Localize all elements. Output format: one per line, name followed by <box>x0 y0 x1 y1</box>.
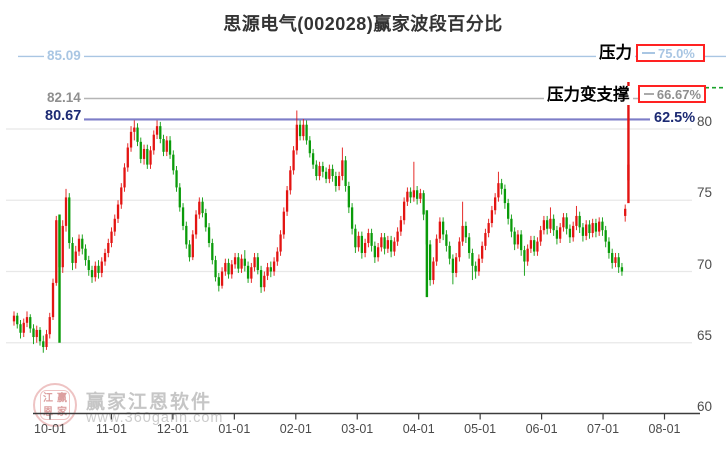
support-percent-value: 62.5% <box>652 110 698 126</box>
y-tick-label: 65 <box>697 327 713 343</box>
watermark-logo-char: 江 <box>43 392 53 404</box>
line-swatch-icon <box>644 93 654 95</box>
level-price-label-80: 80.67 <box>42 109 85 124</box>
x-tick-label: 07-01 <box>587 422 620 436</box>
watermark-logo-char: 家 <box>57 406 67 418</box>
level-price-label-85: 85.09 <box>44 48 84 63</box>
watermark-logo-char: 恩 <box>43 406 53 418</box>
x-tick-label: 06-01 <box>525 422 558 436</box>
watermark-logo: 江 赢 恩 家 <box>33 383 77 427</box>
x-tick-label: 04-01 <box>402 422 435 436</box>
pressure-support-percent-box: 66.67% <box>638 85 706 103</box>
line-swatch-icon <box>642 52 655 54</box>
x-axis <box>33 412 700 420</box>
x-tick-label: 11-01 <box>95 422 127 436</box>
y-tick-label: 80 <box>697 114 713 129</box>
x-tick-label: 05-01 <box>464 422 497 436</box>
pressure-percent-value: 75.0% <box>658 45 695 61</box>
pressure-percent-box: 75.0% <box>636 44 705 62</box>
pressure-label: 压力 <box>596 44 635 63</box>
y-tick-label: 60 <box>697 399 713 414</box>
x-tick-label: 01-01 <box>218 422 251 436</box>
candles <box>12 81 630 353</box>
watermark-brand-text: 赢家江恩软件 <box>86 392 213 413</box>
pressure-support-percent-value: 66.67% <box>656 86 701 102</box>
x-tick-label: 02-01 <box>279 422 312 436</box>
x-tick-label: 10-01 <box>34 422 66 436</box>
pressure-support-label: 压力变支撑 <box>544 86 633 105</box>
watermark-logo-seal: 江 赢 恩 家 <box>40 390 70 420</box>
x-tick-label: 12-01 <box>156 422 189 436</box>
page-title: 思源电气(002028)赢家波段百分比 <box>223 14 503 34</box>
y-tick-label: 70 <box>697 256 713 272</box>
y-tick-label: 75 <box>697 185 713 201</box>
watermark-logo-char: 赢 <box>57 392 67 404</box>
x-tick-label: 03-01 <box>341 422 374 436</box>
x-tick-label: 08-01 <box>648 422 681 436</box>
level-price-label-82: 82.14 <box>44 90 84 105</box>
